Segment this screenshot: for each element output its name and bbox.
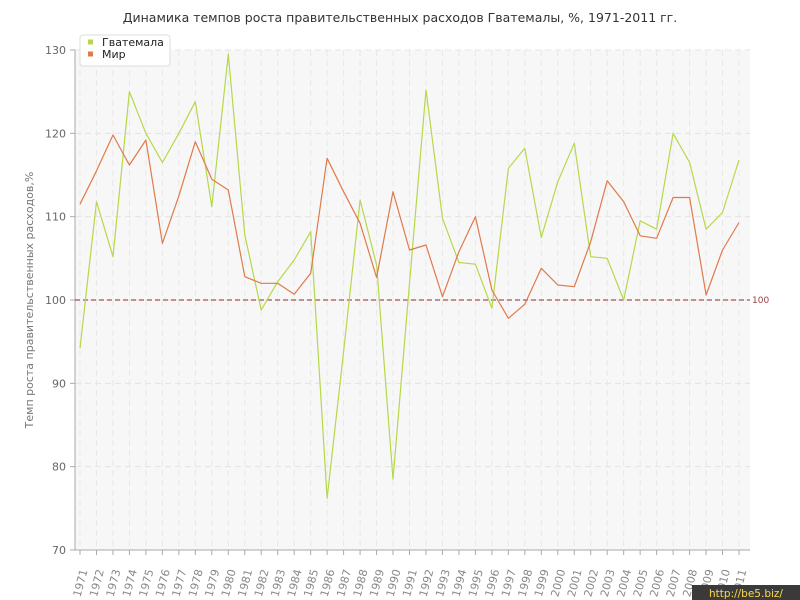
y-tick-label: 120 [45,127,66,140]
legend-box [79,34,171,67]
series-line-guatemala [79,53,740,499]
watermark: http://be5.biz/ [709,588,783,600]
legend-swatch-world [88,51,93,57]
legend: Гватемала Мир [79,34,171,67]
y-tick-label: 80 [52,461,66,474]
y-tick-label: 70 [52,544,66,557]
reference-line-label: 100 [752,296,769,306]
watermark-background [692,585,800,600]
legend-swatch-guatemala [88,39,93,45]
y-tick-label: 90 [52,377,66,390]
series-line-world [79,134,740,319]
legend-label-world: Мир [102,48,126,61]
reference-line-group: 100 [75,296,769,306]
series-group [79,53,740,499]
y-axis-label: Темп роста правительственных расходов,% [23,172,36,430]
legend-label-guatemala: Гватемала [102,36,164,49]
chart-title: Динамика темпов роста правительственных … [123,10,677,25]
y-tick-label: 110 [45,211,66,224]
y-tick-label: 130 [45,44,66,57]
y-tick-label: 100 [45,294,66,307]
